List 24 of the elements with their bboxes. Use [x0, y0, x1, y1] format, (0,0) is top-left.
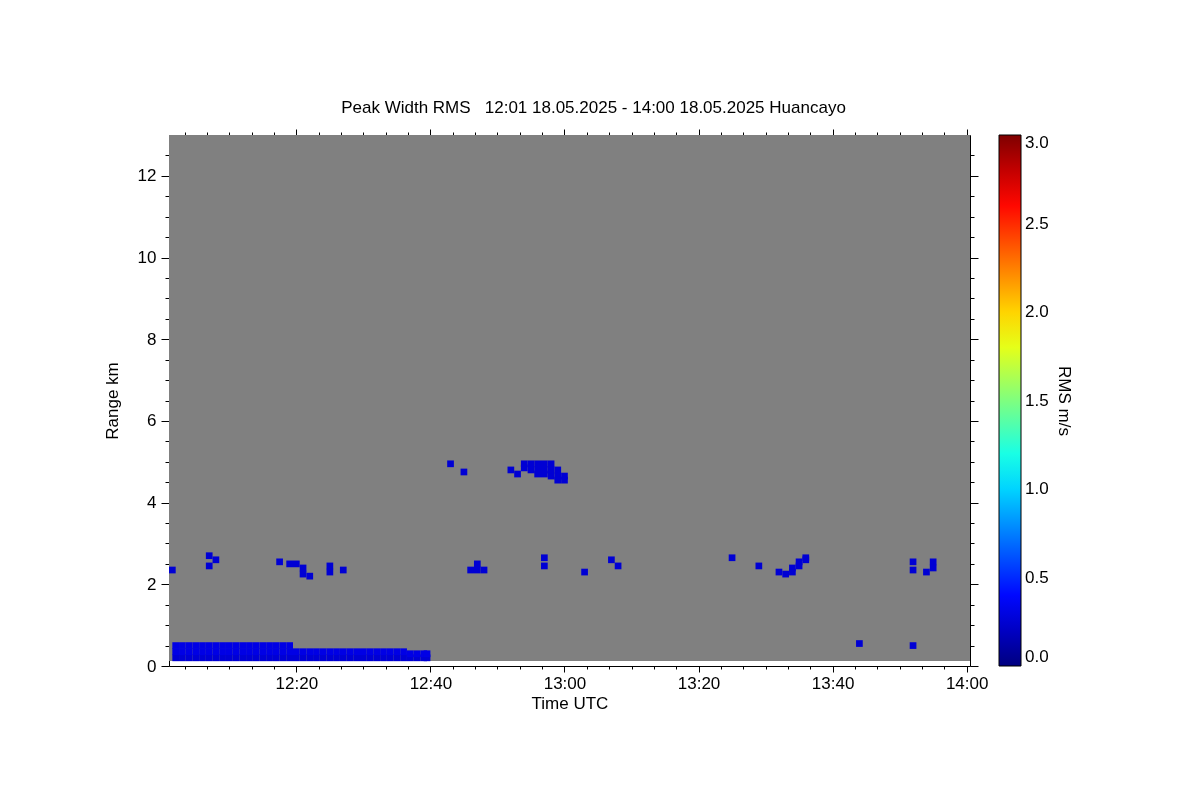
y-tick-label: 8	[147, 329, 157, 349]
x-tick-label: 14:00	[945, 673, 989, 693]
x-axis-title: Time UTC	[531, 693, 609, 713]
x-tick-label: 12:40	[409, 673, 453, 693]
color-bar-label: 2.0	[1025, 302, 1049, 321]
x-tick-label: 13:00	[543, 673, 587, 693]
y-tick-label: 6	[147, 411, 157, 431]
chart-title: Peak Width RMS 12:01 18.05.2025 - 14:00 18.05.2025 Huancayo	[341, 97, 846, 117]
y-tick-label: 2	[147, 574, 157, 594]
color-bar-label: 1.0	[1025, 479, 1049, 498]
color-bar-label: 0.0	[1025, 647, 1049, 666]
x-tick-label: 13:40	[811, 673, 855, 693]
color-bar-label: 2.5	[1025, 213, 1049, 233]
x-tick-label: 12:20	[275, 673, 319, 693]
y-tick-label: 0	[147, 656, 157, 676]
y-tick-label: 4	[147, 493, 157, 513]
color-bar-label: 1.5	[1025, 390, 1049, 410]
y-axis-title: Range km	[102, 362, 122, 440]
color-bar-label: 0.5	[1025, 567, 1049, 587]
color-bar-label: 3.0	[1025, 133, 1049, 152]
color-bar-title: RMS m/s	[1055, 366, 1074, 436]
x-tick-label: 13:20	[677, 673, 721, 693]
y-tick-label: 12	[137, 166, 157, 186]
y-tick-label: 10	[137, 248, 157, 268]
